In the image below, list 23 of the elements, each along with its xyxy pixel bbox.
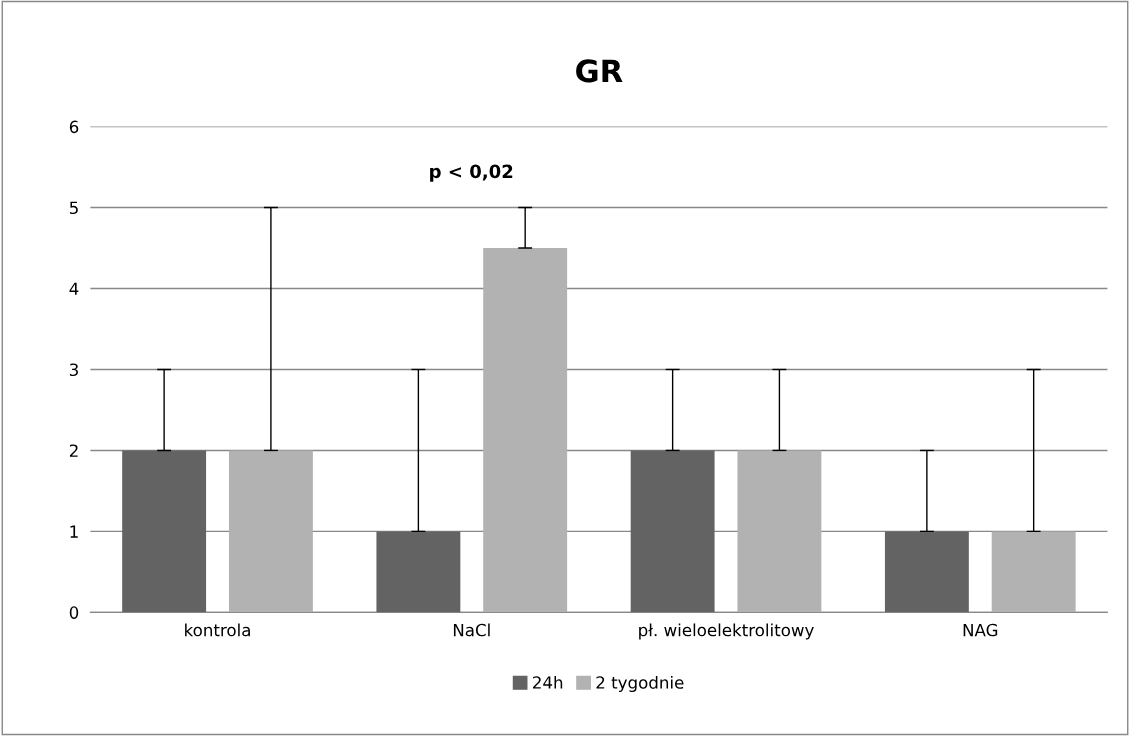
chart-title: GR — [576, 59, 623, 83]
legend-label: 24h — [533, 675, 563, 689]
y-tick-label: 2 — [69, 444, 78, 457]
bar — [630, 450, 715, 613]
legend-label: 2 tygodnie — [596, 675, 684, 693]
x-tick-label: pł. wieloelektrolitowy — [639, 623, 814, 640]
y-tick-label: 3 — [69, 363, 78, 377]
bar — [884, 531, 969, 613]
x-tick-label: NaCl — [453, 623, 490, 637]
bar — [737, 450, 822, 613]
x-tick-label: kontrola — [185, 623, 250, 637]
y-tick-label: 5 — [69, 201, 78, 215]
bar — [228, 450, 313, 613]
x-tick-label: NAG — [963, 623, 998, 637]
bar — [122, 450, 207, 613]
y-tick-label: 4 — [69, 282, 79, 295]
y-tick-label: 1 — [70, 525, 78, 538]
annotation: p < 0,02 — [430, 164, 513, 182]
bar — [376, 531, 461, 613]
bar — [483, 248, 568, 613]
y-tick-label: 6 — [69, 120, 79, 134]
y-tick-label: 0 — [69, 606, 79, 619]
bar — [991, 531, 1076, 613]
